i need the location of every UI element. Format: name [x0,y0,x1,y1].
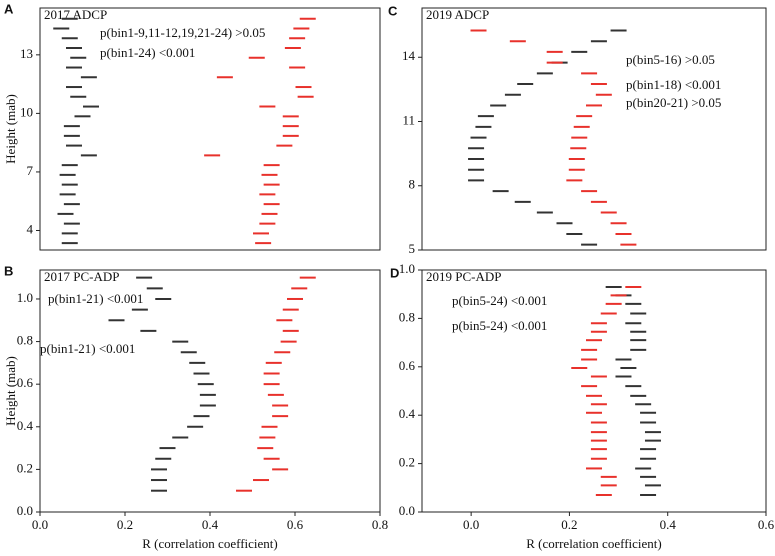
plot-frame [421,269,767,513]
y-tick-label: 13 [20,46,33,61]
y-tick-label: 14 [402,48,416,63]
y-tick-label: 1.0 [399,261,415,276]
y-tick-label: 10 [20,104,33,119]
plot-frame [39,269,381,513]
plot-frame [421,7,767,251]
x-tick-label: 0.4 [660,517,677,532]
y-tick-label: 0.6 [17,375,34,390]
x-tick-label: 0.6 [758,517,775,532]
panel-letter: D [390,265,399,280]
annotation: p(bin5-16) >0.05 [626,52,715,67]
plot-frame [39,7,381,251]
y-tick-label: 0.6 [399,358,416,373]
y-tick-label: 0.4 [17,418,34,433]
x-tick-label: 0.2 [117,517,133,532]
annotation: p(bin20-21) >0.05 [626,95,721,110]
y-tick-label: 0.2 [399,455,415,470]
y-tick-label: 5 [409,241,416,256]
y-tick-label: 4 [27,221,34,236]
annotation: p(bin1-18) <0.001 [626,77,721,92]
x-tick-label: 0.4 [202,517,219,532]
y-tick-label: 0.4 [399,406,416,421]
panel-letter: B [4,263,13,278]
panel-letter: A [4,1,14,16]
x-tick-label: 0.8 [372,517,388,532]
y-tick-label: 1.0 [17,290,33,305]
panel-title: 2019 PC-ADP [426,269,502,284]
y-tick-label: 11 [402,112,415,127]
y-tick-label: 0.0 [17,503,33,518]
panel-title: 2019 ADCP [426,7,489,22]
y-axis-label: Height (mab) [3,356,18,426]
x-axis-label: R (correlation coefficient) [142,536,277,551]
y-tick-label: 0.8 [399,309,415,324]
annotation: p(bin5-24) <0.001 [452,293,547,308]
x-tick-label: 0.2 [561,517,577,532]
y-tick-label: 7 [27,163,34,178]
annotation: p(bin1-9,11-12,19,21-24) >0.05 [100,25,265,40]
x-axis-label: R (correlation coefficient) [526,536,661,551]
annotation: p(bin1-24) <0.001 [100,45,195,60]
y-tick-label: 0.8 [17,333,33,348]
y-axis-label: Height (mab) [3,94,18,164]
x-tick-label: 0.6 [287,517,304,532]
panel-title: 2017 ADCP [44,7,107,22]
annotation: p(bin1-21) <0.001 [40,341,135,356]
annotation: p(bin1-21) <0.001 [48,291,143,306]
x-tick-label: 0.0 [463,517,479,532]
y-tick-label: 0.0 [399,503,415,518]
y-tick-label: 8 [409,177,416,192]
panel-letter: C [388,3,398,18]
x-tick-label: 0.0 [32,517,48,532]
annotation: p(bin5-24) <0.001 [452,318,547,333]
y-tick-label: 0.2 [17,460,33,475]
panel-title: 2017 PC-ADP [44,269,120,284]
